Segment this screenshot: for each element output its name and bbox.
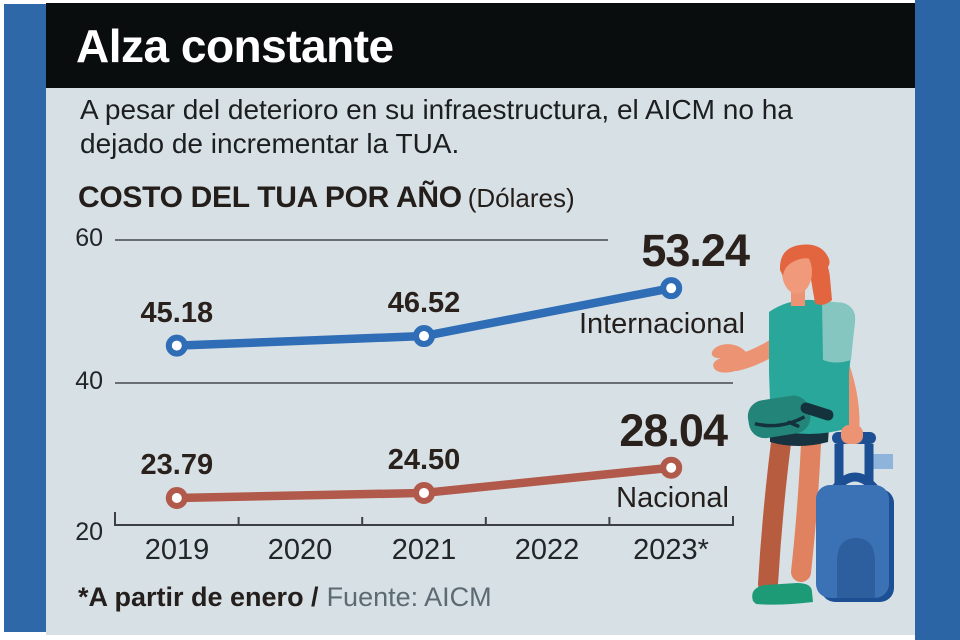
x-label-2023: 2023* xyxy=(633,534,709,566)
footnote: *A partir de enero / Fuente: AICM xyxy=(78,584,492,611)
headline-bar: Alza constante xyxy=(46,3,915,88)
x-label-2020: 2020 xyxy=(267,534,333,566)
x-label-2021: 2021 xyxy=(391,534,457,566)
y-tick-40: 40 xyxy=(75,367,103,395)
series-label-internacional: Internacional xyxy=(578,308,745,340)
value-label: 28.04 xyxy=(619,404,728,456)
value-label: 46.52 xyxy=(387,287,461,320)
footnote-source: Fuente: AICM xyxy=(326,582,492,612)
series-label-nacional: Nacional xyxy=(616,482,729,514)
value-label: 23.79 xyxy=(140,448,214,481)
page-title: Alza constante xyxy=(76,19,394,72)
y-tick-20: 20 xyxy=(75,518,103,546)
right-border-band xyxy=(915,0,960,640)
chart-title-main: COSTO DEL TUA POR AÑO xyxy=(78,181,462,214)
footnote-note: *A partir de enero / xyxy=(78,582,319,612)
value-label: 45.18 xyxy=(140,296,214,329)
chart-title: COSTO DEL TUA POR AÑO (Dólares) xyxy=(78,181,575,215)
left-border-band xyxy=(4,4,46,632)
intro-text: A pesar del deterioro en su infraestruct… xyxy=(80,94,793,159)
y-tick-60: 60 xyxy=(75,224,103,252)
x-label-2022: 2022 xyxy=(514,534,580,566)
value-label: 53.24 xyxy=(641,225,750,277)
value-label: 24.50 xyxy=(387,443,461,476)
chart-unit-label: (Dólares) xyxy=(467,183,575,213)
x-label-2019: 2019 xyxy=(144,534,210,566)
